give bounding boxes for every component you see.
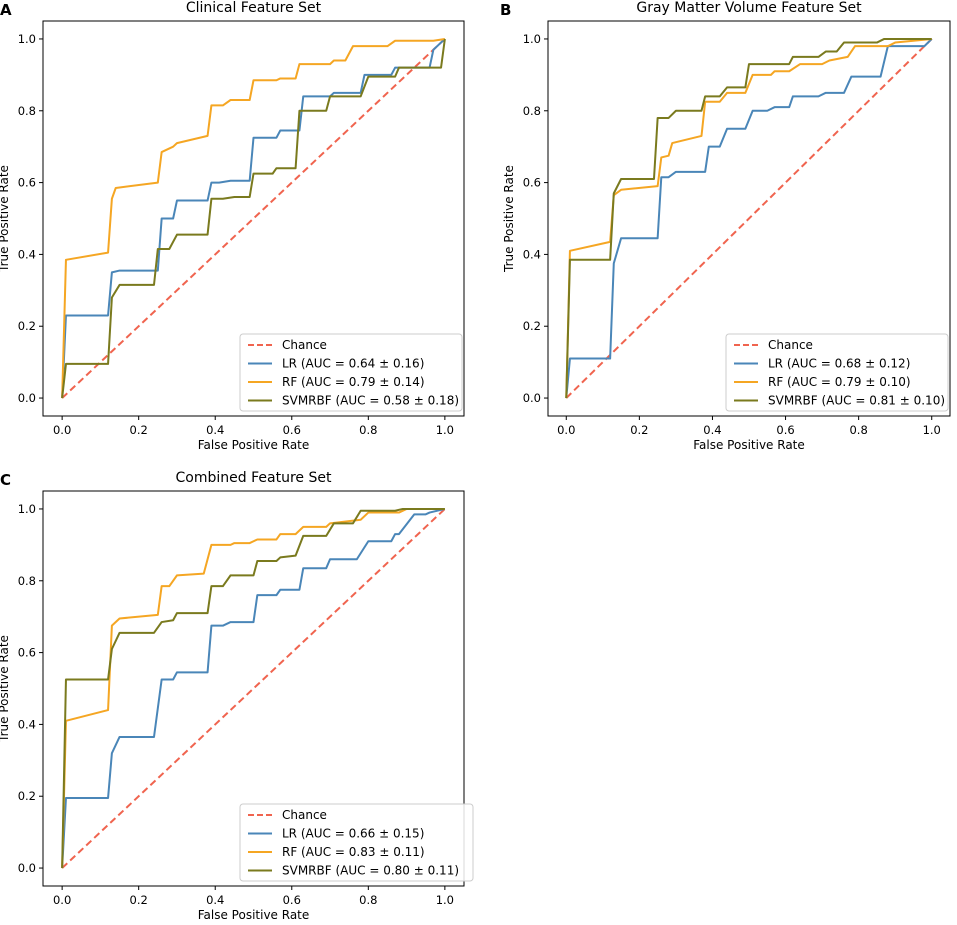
y-tick-label: 0.2	[18, 789, 36, 803]
x-tick-label: 0.6	[776, 423, 794, 437]
x-tick-label: 0.8	[849, 423, 867, 437]
chart-title: Combined Feature Set	[176, 470, 332, 486]
y-tick-label: 0.2	[18, 319, 36, 333]
x-tick-label: 1.0	[436, 423, 454, 437]
x-tick-label: 0.8	[359, 423, 377, 437]
axes-frame	[42, 20, 465, 417]
y-axis-label: True Positive Rate	[0, 635, 11, 743]
panel-b: B Gray Matter Volume Feature Set 0.0 0.2 0.4…	[500, 0, 951, 452]
chart-title: Clinical Feature Set	[186, 0, 322, 16]
y-tick-label: 0.4	[18, 717, 36, 731]
y-tick-label: 1.0	[18, 32, 36, 46]
legend-label-svmrbf: SVMRBF (AUC = 0.58 ± 0.18)	[282, 394, 459, 408]
y-tick-label: 0.6	[18, 646, 36, 660]
y-tick-label: 0.8	[18, 104, 36, 118]
series-line-lr	[61, 38, 446, 399]
axes-frame	[547, 20, 951, 417]
x-axis-label: False Positive Rate	[198, 908, 310, 922]
y-tick-label: 0.8	[18, 574, 36, 588]
legend-label-chance: Chance	[282, 338, 327, 352]
y-tick-label: 1.0	[18, 502, 36, 516]
x-tick-label: 1.0	[923, 423, 941, 437]
series-line-lr	[565, 38, 933, 399]
y-tick-label: 0.0	[523, 391, 541, 405]
series-line-rf	[565, 37, 932, 399]
legend-label-chance: Chance	[768, 338, 813, 352]
x-tick-label: 0.0	[557, 423, 575, 437]
y-tick-label: 0.0	[18, 391, 36, 405]
y-tick-label: 0.2	[523, 319, 541, 333]
y-tick-label: 0.0	[18, 861, 36, 875]
axes-frame	[42, 490, 465, 887]
panel-c: C Combined Feature Set 0.0 0.2 0.4 0.6 0.8 1.0 0…	[0, 470, 474, 922]
x-axis-label: False Positive Rate	[693, 438, 805, 452]
y-tick-label: 0.8	[523, 104, 541, 118]
series-line-chance	[565, 38, 933, 399]
series-line-svmrbf	[61, 38, 446, 399]
x-tick-label: 1.0	[436, 893, 454, 907]
chart-title: Gray Matter Volume Feature Set	[636, 0, 862, 16]
legend-label-lr: LR (AUC = 0.64 ± 0.16)	[282, 357, 424, 371]
y-tick-label: 0.6	[523, 176, 541, 190]
legend-label-svmrbf: SVMRBF (AUC = 0.80 ± 0.11)	[282, 864, 459, 878]
y-tick-label: 0.4	[18, 247, 36, 261]
x-tick-label: 0.0	[53, 423, 71, 437]
x-tick-label: 0.4	[703, 423, 721, 437]
y-tick-label: 1.0	[523, 32, 541, 46]
x-tick-label: 0.6	[283, 893, 301, 907]
legend: Chance LR (AUC = 0.68 ± 0.12) RF (AUC = 0.…	[725, 333, 949, 412]
x-tick-label: 0.4	[206, 423, 224, 437]
legend-label-svmrbf: SVMRBF (AUC = 0.81 ± 0.10)	[768, 394, 945, 408]
x-tick-label: 0.2	[630, 423, 648, 437]
legend-label-chance: Chance	[282, 808, 327, 822]
panel-letter: A	[0, 1, 12, 19]
legend-label-lr: LR (AUC = 0.66 ± 0.15)	[282, 827, 424, 841]
x-axis-label: False Positive Rate	[198, 438, 310, 452]
x-tick-label: 0.8	[359, 893, 377, 907]
legend-label-rf: RF (AUC = 0.83 ± 0.11)	[282, 845, 425, 859]
legend: Chance LR (AUC = 0.66 ± 0.15) RF (AUC = 0.…	[239, 803, 474, 882]
series-line-rf	[61, 37, 446, 399]
x-tick-label: 0.6	[283, 423, 301, 437]
x-tick-label: 0.2	[130, 423, 148, 437]
series-line-lr	[61, 507, 446, 869]
series-line-svmrbf	[565, 37, 932, 399]
y-tick-label: 0.6	[18, 176, 36, 190]
x-tick-label: 0.4	[206, 893, 224, 907]
series-line-svmrbf	[61, 507, 445, 869]
legend-label-rf: RF (AUC = 0.79 ± 0.10)	[768, 375, 911, 389]
legend-box	[239, 333, 463, 412]
legend-label-rf: RF (AUC = 0.79 ± 0.14)	[282, 375, 425, 389]
y-tick-label: 0.4	[523, 247, 541, 261]
legend-box	[725, 333, 949, 412]
x-tick-label: 0.0	[53, 893, 71, 907]
legend-label-lr: LR (AUC = 0.68 ± 0.12)	[768, 357, 910, 371]
panel-letter: B	[500, 1, 511, 19]
panel-letter: C	[0, 471, 11, 489]
legend: Chance LR (AUC = 0.64 ± 0.16) RF (AUC = 0.…	[239, 333, 463, 412]
x-tick-label: 0.2	[130, 893, 148, 907]
y-axis-label: True Positive Rate	[0, 165, 11, 273]
y-axis-label: True Positive Rate	[502, 165, 516, 273]
panel-a: A Clinical Feature Set 0.0 0.2 0.4 0.6 0.8 1.0 0…	[0, 0, 465, 452]
legend-box	[239, 803, 474, 882]
